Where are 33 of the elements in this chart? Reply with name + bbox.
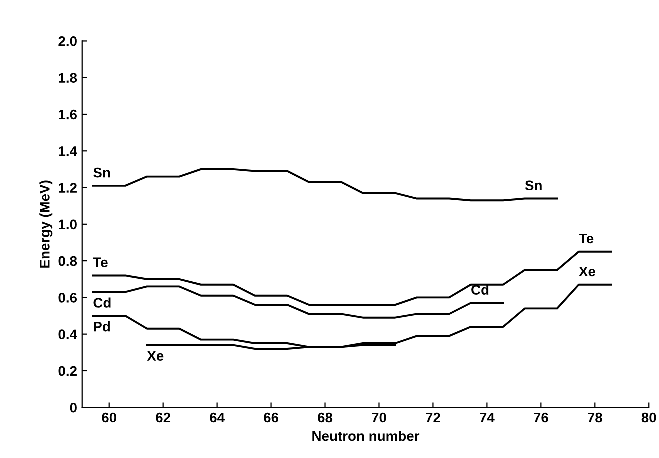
x-tick-label: 74 [480,412,495,423]
x-tick-label: 62 [156,412,171,423]
x-tick-label: 76 [534,412,548,423]
annotation: Sn [525,180,542,191]
y-tick-label: 1.2 [59,183,77,193]
y-tick-label: 1.0 [59,220,77,230]
y-tick-label: 1.6 [59,110,78,120]
y-axis-title: Energy (MeV) [40,180,53,268]
y-tick-label: 1.4 [59,146,78,156]
annotation: Cd [472,284,489,295]
annotation: Te [579,234,594,244]
x-tick-label: 68 [318,412,333,423]
x-axis-title: Neutron number [312,430,420,442]
x-tick-label: 80 [642,412,656,423]
y-tick-label: 0.2 [58,366,77,376]
series-label: Xe [147,351,164,362]
y-tick-label: 1.8 [59,73,78,84]
y-tick-label: 0 [70,402,77,413]
x-tick-label: 72 [426,412,440,423]
series-label: Pd [94,322,110,332]
series-label: Te [93,258,108,268]
annotation: Xe [579,266,596,277]
series-label: Cd [94,298,111,308]
series-label: Sn [94,168,110,178]
y-tick-label: 2.0 [58,36,77,46]
x-tick-label: 60 [102,412,117,423]
x-tick-label: 64 [210,412,225,423]
y-tick-label: 0.8 [58,256,78,266]
y-tick-label: 0.6 [58,293,78,303]
y-tick-label: 0.4 [58,330,78,340]
x-tick-label: 70 [372,412,386,423]
x-tick-label: 66 [264,412,279,423]
x-tick-label: 78 [588,412,602,423]
